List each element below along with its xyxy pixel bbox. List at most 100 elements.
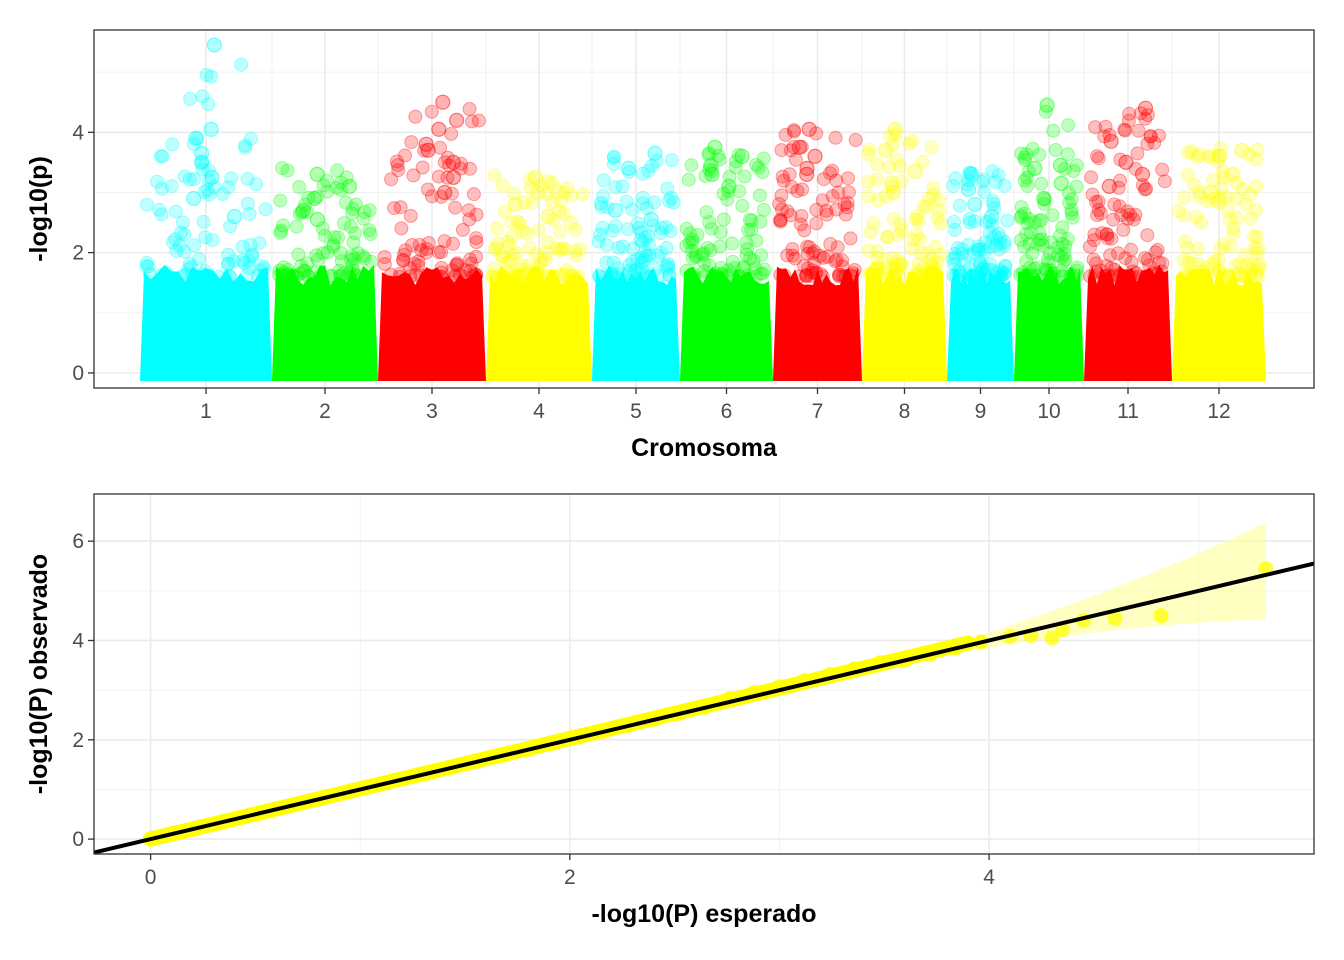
snp-point — [434, 245, 449, 259]
snp-point — [924, 265, 939, 279]
snp-point — [556, 185, 571, 200]
snp-point — [1040, 263, 1055, 278]
snp-point — [780, 248, 795, 263]
snp-point — [1019, 268, 1034, 283]
snp-point — [377, 257, 392, 271]
snp-point — [196, 214, 211, 229]
snp-point — [1131, 123, 1146, 138]
snp-point — [728, 160, 743, 175]
snp-point — [659, 240, 674, 255]
snp-point — [1211, 253, 1226, 268]
snp-point — [881, 260, 896, 275]
snp-point — [301, 190, 316, 205]
qq-tail-point — [1044, 630, 1060, 646]
snp-point — [805, 263, 820, 278]
snp-point — [905, 241, 920, 256]
snp-point — [1178, 269, 1192, 284]
snp-point — [1250, 142, 1265, 157]
snp-point — [1242, 187, 1257, 202]
snp-point — [1025, 246, 1040, 261]
snp-point — [894, 223, 909, 238]
snp-point — [637, 252, 652, 267]
snp-point — [1211, 263, 1226, 278]
snp-point — [611, 240, 626, 255]
snp-point — [815, 193, 830, 208]
snp-point — [615, 179, 630, 194]
snp-point — [1083, 269, 1098, 284]
snp-point — [984, 208, 1000, 225]
snp-point — [445, 263, 459, 278]
snp-point — [326, 239, 341, 254]
snp-point — [735, 198, 750, 213]
snp-point — [658, 259, 673, 274]
snp-point — [196, 267, 211, 281]
snp-point — [991, 266, 1005, 281]
snp-point — [1140, 228, 1155, 243]
snp-point — [564, 268, 579, 283]
snp-point — [1107, 262, 1122, 277]
snp-point — [832, 269, 847, 284]
snp-point — [249, 177, 264, 192]
peak-snp-point — [527, 169, 544, 185]
snp-point — [504, 215, 519, 230]
snp-point — [749, 233, 764, 248]
snp-point — [1177, 190, 1192, 205]
snp-point — [714, 261, 729, 275]
snp-point — [1235, 182, 1250, 197]
snp-point — [316, 178, 331, 193]
snp-point — [861, 243, 876, 258]
snp-point — [773, 213, 788, 228]
snp-point — [494, 248, 509, 263]
snp-point — [863, 225, 878, 239]
snp-point — [396, 248, 411, 262]
snp-point — [465, 269, 480, 284]
snp-point — [1221, 204, 1236, 219]
snp-point — [650, 269, 665, 284]
snp-point — [886, 251, 901, 266]
qq-y-axis-title: -log10(P) observado — [25, 554, 53, 794]
snp-point — [545, 195, 559, 210]
snp-point — [1090, 149, 1104, 164]
snp-point — [1130, 146, 1145, 161]
snp-point — [506, 268, 521, 283]
snp-point — [628, 264, 643, 279]
snp-point — [808, 266, 823, 280]
snp-point — [918, 269, 932, 284]
snp-point — [1220, 269, 1235, 284]
snp-point — [776, 173, 791, 188]
snp-point — [595, 220, 610, 235]
snp-point — [866, 266, 881, 281]
peak-snp-point — [801, 121, 817, 137]
snp-point — [1120, 204, 1135, 219]
snp-point — [1013, 267, 1028, 282]
snp-point — [773, 267, 788, 282]
snp-point — [966, 245, 981, 260]
snp-point — [1250, 246, 1265, 261]
snp-point — [982, 257, 997, 272]
snp-point — [838, 207, 853, 222]
snp-point — [1138, 251, 1153, 265]
snp-point — [606, 255, 621, 270]
snp-point — [390, 158, 405, 173]
snp-point — [596, 173, 611, 188]
snp-point — [165, 137, 180, 152]
chromosome-3-points — [377, 94, 486, 381]
snp-point — [753, 266, 768, 281]
snp-point — [629, 262, 644, 277]
snp-point — [836, 269, 851, 284]
snp-point — [887, 269, 902, 284]
snp-point — [831, 185, 846, 200]
snp-point — [1014, 233, 1028, 247]
snp-point — [634, 265, 649, 280]
snp-point — [242, 253, 257, 268]
peak-snp-point — [647, 145, 663, 161]
snp-point — [1034, 213, 1049, 228]
snp-point — [635, 166, 650, 181]
snp-point — [1099, 227, 1114, 242]
snp-point — [534, 256, 549, 270]
snp-point — [391, 163, 406, 178]
snp-point — [235, 253, 250, 268]
snp-point — [749, 157, 764, 172]
snp-point — [510, 268, 525, 283]
